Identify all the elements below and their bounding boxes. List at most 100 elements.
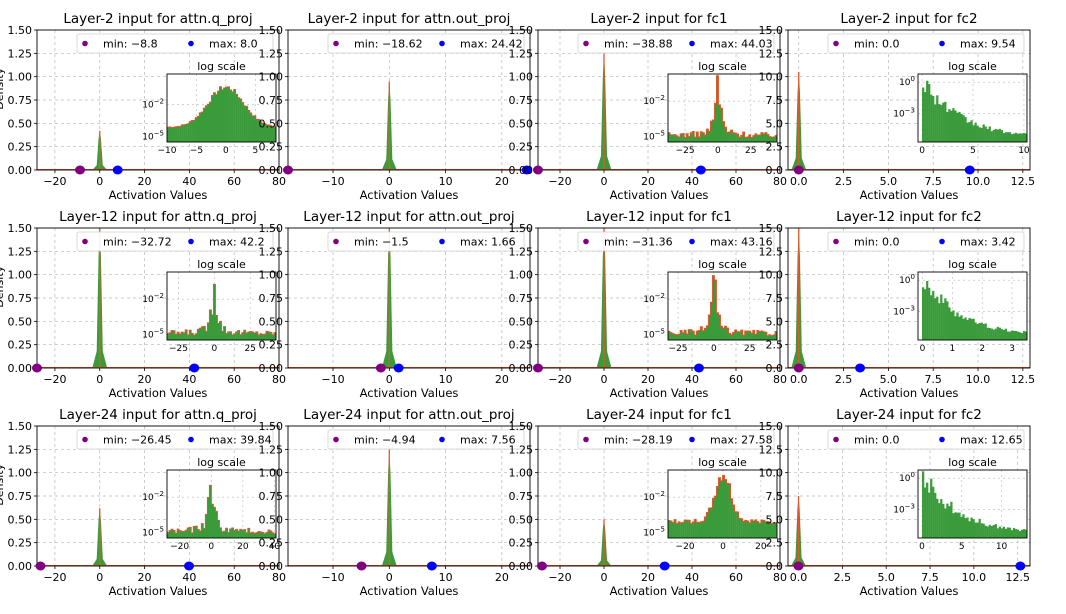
y-tick-label: 1.00 [509,467,534,480]
inset-bar [243,529,246,538]
x-tick-label: 10 [439,373,453,386]
legend-box [76,429,274,450]
legend-marker [82,436,88,443]
min-marker [793,561,804,571]
inset-bar [964,117,967,142]
inset-bar [215,315,218,340]
x-tick-label: 5.0 [880,373,898,386]
inset-bar [682,332,685,340]
y-tick-label: 0.00 [259,164,284,177]
inset-bar [936,95,939,142]
inset-x-tick-label: 5 [253,146,259,156]
inset-bar [259,531,263,538]
inset-bar [730,130,733,142]
legend-box [76,33,274,54]
inset-title: log scale [698,60,747,73]
inset-bar [972,519,975,538]
legend-marker [439,238,445,245]
x-tick-label: 80 [272,571,286,584]
inset-bar [696,522,699,538]
y-tick-label: 0.50 [8,117,33,130]
y-tick-label: 0.50 [509,315,534,328]
inset-bar [762,133,766,142]
inset-bar [726,328,729,340]
inset-y-tick-label: 10−5 [142,130,164,143]
inset-bar [231,527,234,538]
y-tick-label: 5.0 [766,513,784,526]
inset-bar [173,330,176,340]
inset-bar [1012,527,1016,538]
legend-label: min: 0.0 [854,236,899,249]
inset-x-tick-label: 10 [1018,146,1030,156]
inset-bar [185,124,188,142]
inset-x-tick-label: −25 [676,146,695,156]
inset-bar [205,514,208,538]
inset-bar [672,333,675,340]
inset-bar [271,334,275,340]
inset-bar [934,298,937,340]
legend-box [577,231,775,252]
inset-y-tick-label: 10−2 [643,292,665,305]
inset-bar [742,521,745,538]
inset-bar [265,124,269,142]
inset-bar [950,501,953,538]
inset-bar [237,531,240,538]
y-tick-label: 0.25 [259,339,284,352]
inset-bar [752,135,755,142]
inset-y-tick-label: 10−5 [643,130,665,143]
inset-bar [227,532,230,538]
x-tick-label: −20 [548,373,571,386]
inset-bar [746,520,749,538]
inset-bar [197,116,200,142]
subplot-title: Layer-12 input for fc2 [836,209,982,225]
x-tick-label: 80 [272,373,286,386]
x-tick-label: 60 [227,373,241,386]
y-tick-label: 10.0 [759,71,784,84]
inset-bar [229,89,232,142]
axes-frame [287,425,531,567]
axes-frame [537,29,781,171]
subplot-title: Layer-2 input for fc2 [840,11,977,27]
min-marker [283,165,293,175]
inset-bar [988,328,991,340]
x-tick-label: −20 [43,571,66,584]
inset-bar [271,126,275,142]
inset-bar [730,334,733,340]
inset-bar [770,335,774,340]
inset-bar [714,279,717,340]
inset-bar [1004,528,1008,538]
y-tick-label: 0.50 [509,513,534,526]
inset-bar [1008,132,1012,142]
inset-x-tick-label: 1 [949,344,955,354]
inset-bar [243,105,246,142]
legend: min: −4.94 max: 7.56 [327,429,525,450]
inset-bar [670,520,673,538]
inset-bar [928,83,931,142]
inset-bar [245,332,248,340]
inset-bar [990,131,993,142]
inset-bar [203,528,206,538]
inset-bar [239,98,242,142]
inset-bar [732,504,735,538]
inset-bar [1014,529,1018,538]
inset-bar [958,512,961,538]
inset-bar [750,519,753,538]
x-tick-label: 0 [601,175,608,188]
inset-bar [185,329,188,340]
y-tick-label: 15.0 [759,222,784,235]
inset-bar [263,123,267,142]
legend-box [827,231,1025,252]
inset-bar [994,524,997,538]
inset-title: log scale [197,60,246,73]
inset-bar [962,115,965,142]
inset-bar [253,533,257,538]
inset-log-scale: log scale 0 5 10 100 10−3 [893,456,1028,552]
y-tick-label: 7.5 [766,94,784,107]
min-marker [32,363,42,373]
x-tick-label: 10.0 [962,571,987,584]
y-tick-label: 12.5 [759,245,784,258]
y-tick-label: 0.50 [8,513,33,526]
inset-bar [956,512,959,538]
inset-bar [686,520,689,538]
inset-bar [922,287,925,340]
